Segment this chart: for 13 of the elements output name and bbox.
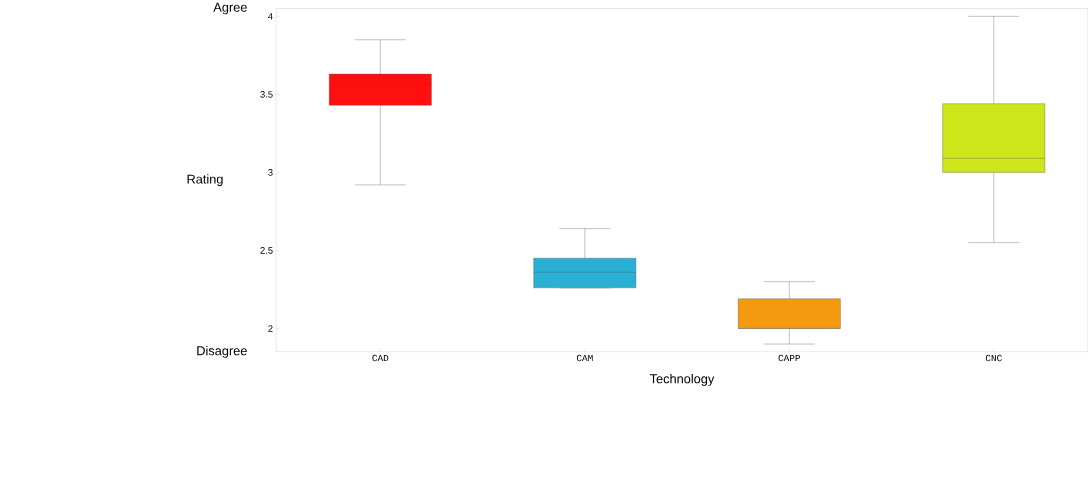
x-tick-label: CAD — [372, 354, 389, 362]
text: Agree — [213, 2, 247, 15]
x-tick-label: CNC — [985, 354, 1002, 362]
x-axis-title: Technology — [649, 373, 715, 386]
y-tick-label: 3.5 — [260, 90, 273, 98]
x-tick-label: CAM — [576, 354, 593, 362]
y-tick-label: 3 — [268, 168, 273, 176]
y-tick-label: 2.5 — [260, 247, 273, 254]
text: Disagree — [197, 345, 247, 358]
x-tick-label: CAPP — [778, 354, 801, 362]
y-axis-title: Rating — [187, 174, 223, 187]
y-tick-label: 4 — [268, 13, 273, 20]
y-tick-label: 2 — [268, 325, 273, 332]
